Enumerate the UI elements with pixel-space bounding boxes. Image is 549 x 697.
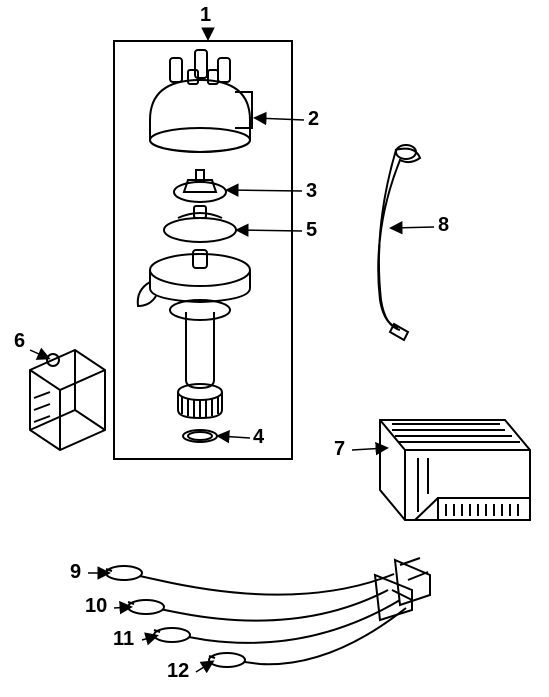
callout-4: 4 xyxy=(253,426,264,449)
callout-7: 7 xyxy=(334,438,345,461)
callout-6: 6 xyxy=(14,330,25,353)
callout-1: 1 xyxy=(200,4,211,27)
callout-8: 8 xyxy=(438,214,449,237)
callout-3: 3 xyxy=(306,180,317,203)
distributor-assembly-box xyxy=(113,40,293,460)
callout-2: 2 xyxy=(308,108,319,131)
callout-9: 9 xyxy=(70,561,81,584)
sensor-lead-drawing xyxy=(378,145,420,340)
control-module-drawing xyxy=(380,420,530,520)
callout-10: 10 xyxy=(85,595,107,618)
callout-11: 11 xyxy=(113,628,134,651)
plug-wire-set-drawing xyxy=(106,558,430,667)
callout-12: 12 xyxy=(167,660,189,683)
ignition-coil-drawing xyxy=(30,350,105,450)
callout-5: 5 xyxy=(306,219,317,242)
diagram-canvas: 1 2 3 5 4 6 7 8 9 10 11 12 xyxy=(0,0,549,697)
